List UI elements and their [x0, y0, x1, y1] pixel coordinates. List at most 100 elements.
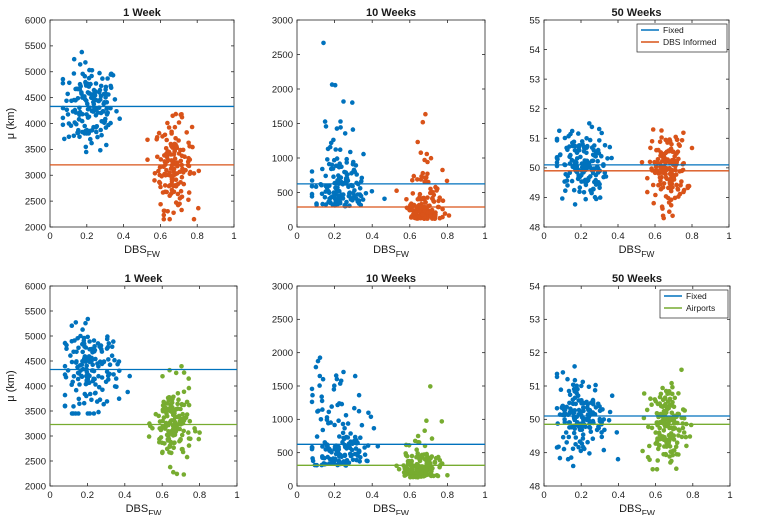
legend-label-airports: Airports: [686, 303, 715, 313]
data-point: [667, 436, 673, 441]
data-point: [654, 411, 660, 416]
data-point: [423, 179, 429, 184]
data-point: [352, 405, 357, 411]
x-tick-label: 1: [234, 490, 239, 501]
x-axis-label-subscript: FW: [641, 249, 654, 259]
data-point: [414, 454, 419, 460]
data-point: [173, 177, 179, 182]
x-tick-label: 0.2: [575, 490, 588, 501]
data-point: [657, 401, 662, 406]
data-point: [164, 408, 169, 414]
data-point: [567, 392, 573, 398]
y-tick-label: 49: [529, 448, 540, 459]
data-point: [662, 444, 667, 449]
data-point: [588, 165, 593, 171]
data-point: [602, 143, 608, 148]
data-point: [105, 110, 110, 115]
data-point: [189, 124, 195, 130]
data-point: [159, 440, 165, 446]
data-point: [99, 346, 104, 352]
data-point: [573, 435, 579, 440]
data-point: [100, 387, 105, 393]
x-tick-label: 0: [294, 490, 299, 501]
y-tick-label: 4500: [25, 356, 46, 367]
y-tick-label: 1000: [272, 153, 293, 164]
data-point: [650, 182, 656, 188]
data-point: [431, 199, 437, 204]
data-point: [152, 171, 158, 176]
data-point: [80, 327, 85, 332]
data-point: [157, 172, 162, 178]
data-point: [338, 119, 343, 124]
y-tick-label: 3500: [25, 406, 46, 417]
data-point: [569, 178, 575, 184]
data-point: [71, 349, 76, 355]
y-tick-label: 51: [529, 134, 540, 145]
data-point: [576, 143, 582, 148]
data-point: [647, 159, 653, 165]
data-point: [331, 157, 337, 163]
x-tick-label: 0.6: [649, 490, 662, 501]
data-point: [320, 455, 325, 461]
data-point: [106, 341, 112, 346]
data-point: [356, 392, 362, 398]
data-point: [359, 422, 365, 428]
series-dbs_informed: [394, 111, 452, 221]
data-point: [186, 376, 191, 381]
data-point: [593, 177, 598, 183]
x-tick-label: 0.6: [154, 231, 167, 242]
data-point: [554, 136, 560, 142]
data-point: [674, 137, 680, 142]
data-point: [321, 40, 326, 46]
x-tick-label: 0.4: [117, 231, 130, 242]
data-point: [319, 191, 325, 197]
data-point: [579, 139, 585, 144]
data-point: [681, 430, 687, 435]
data-point: [576, 407, 582, 413]
data-point: [565, 147, 570, 153]
data-point: [687, 434, 693, 439]
y-tick-label: 2000: [272, 84, 293, 95]
data-point: [615, 456, 621, 462]
data-point: [664, 410, 669, 415]
data-point: [588, 429, 594, 435]
data-point: [657, 182, 663, 187]
data-point: [645, 175, 650, 181]
y-tick-label: 1000: [272, 415, 293, 426]
data-point: [169, 131, 174, 136]
data-point: [88, 136, 93, 142]
data-point: [338, 125, 343, 130]
data-point: [653, 398, 658, 404]
data-point: [577, 427, 583, 433]
data-point: [91, 411, 97, 416]
data-point: [603, 174, 609, 179]
x-tick-label: 0.8: [686, 490, 699, 501]
data-point: [679, 179, 684, 184]
data-point: [646, 424, 651, 430]
data-point: [666, 185, 671, 191]
data-point: [103, 87, 108, 92]
data-point: [680, 421, 685, 426]
data-point: [674, 159, 679, 164]
data-point: [358, 202, 364, 208]
data-point: [89, 73, 94, 79]
data-point: [87, 91, 93, 96]
legend: Fixed Airports: [659, 289, 729, 319]
data-point: [186, 443, 192, 448]
data-point: [651, 200, 656, 206]
data-point: [672, 414, 678, 420]
data-point: [437, 195, 443, 200]
data-point: [645, 454, 651, 460]
data-point: [674, 466, 679, 472]
data-point: [572, 377, 578, 383]
series-fixed: [309, 355, 381, 468]
data-point: [181, 472, 187, 477]
data-point: [83, 60, 88, 65]
x-axis-label: DBSFW: [373, 244, 409, 259]
data-point: [156, 130, 162, 136]
y-tick-label: 52: [529, 104, 540, 115]
data-point: [641, 391, 647, 396]
data-point: [348, 149, 353, 155]
data-point: [85, 334, 90, 340]
y-tick-label: 5500: [25, 41, 46, 52]
